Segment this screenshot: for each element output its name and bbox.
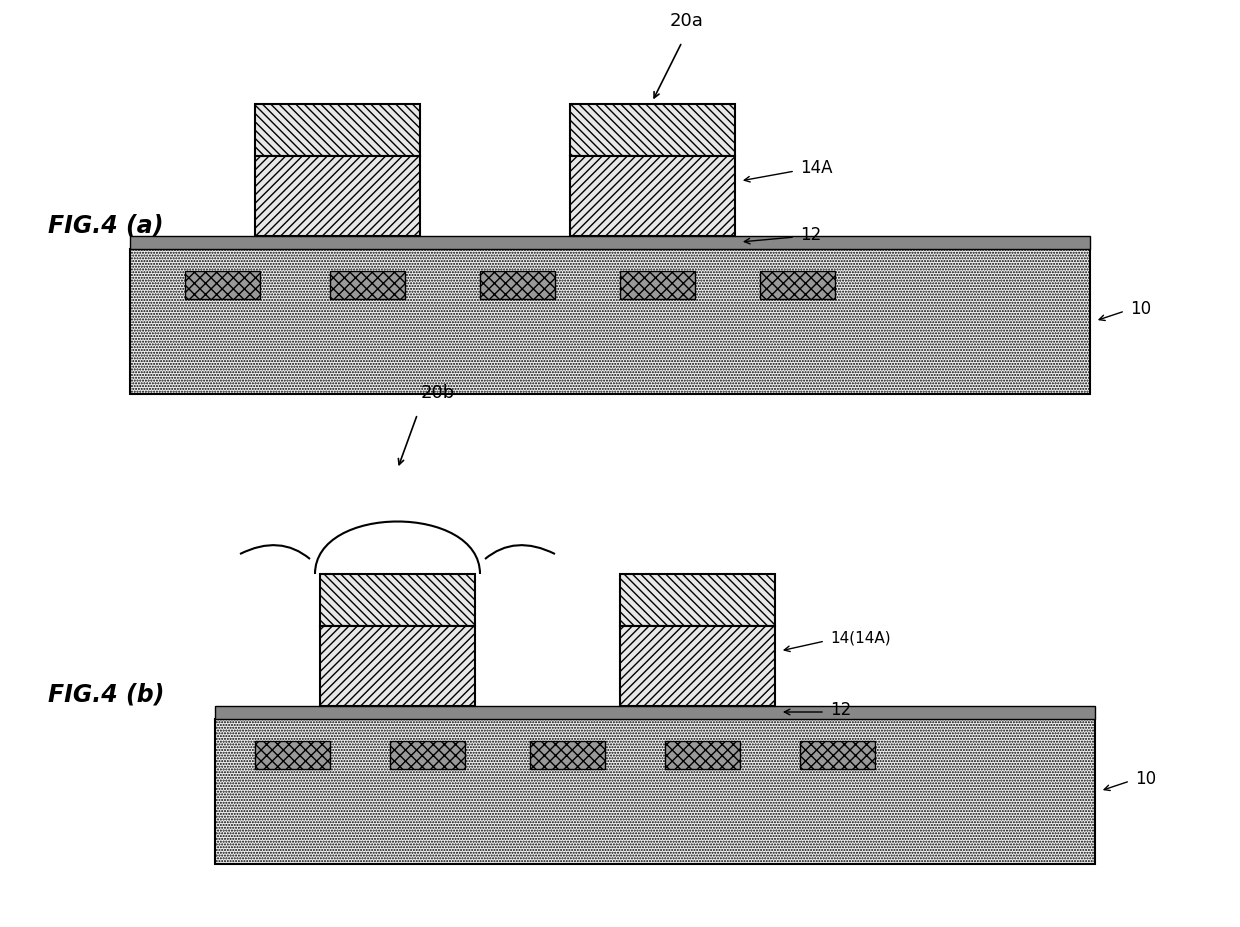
Bar xyxy=(760,272,835,299)
Bar xyxy=(570,157,735,236)
Bar xyxy=(529,742,605,769)
Text: FIG.4 (a): FIG.4 (a) xyxy=(48,213,164,236)
Bar xyxy=(330,272,405,299)
Bar xyxy=(620,575,775,627)
Bar xyxy=(391,742,465,769)
Text: 20a: 20a xyxy=(670,12,704,30)
Text: 10: 10 xyxy=(1135,769,1156,787)
Text: 20b: 20b xyxy=(420,384,455,401)
Text: 14A: 14A xyxy=(800,159,832,177)
Bar xyxy=(665,742,740,769)
Text: 10: 10 xyxy=(1130,299,1151,318)
Bar xyxy=(800,742,875,769)
Text: 12: 12 xyxy=(800,226,821,244)
Bar xyxy=(570,105,735,157)
Bar xyxy=(215,706,1095,719)
Bar xyxy=(620,627,775,706)
Bar xyxy=(620,272,694,299)
Text: 12: 12 xyxy=(830,700,851,718)
Bar xyxy=(255,742,330,769)
Bar xyxy=(185,272,260,299)
Bar xyxy=(320,627,475,706)
Text: FIG.4 (b): FIG.4 (b) xyxy=(48,682,165,706)
Bar xyxy=(480,272,556,299)
Bar xyxy=(255,157,420,236)
Bar xyxy=(255,105,420,157)
Bar xyxy=(130,249,1090,395)
Bar xyxy=(320,575,475,627)
Bar xyxy=(215,719,1095,864)
Text: 14(14A): 14(14A) xyxy=(830,629,890,645)
Bar xyxy=(130,236,1090,249)
